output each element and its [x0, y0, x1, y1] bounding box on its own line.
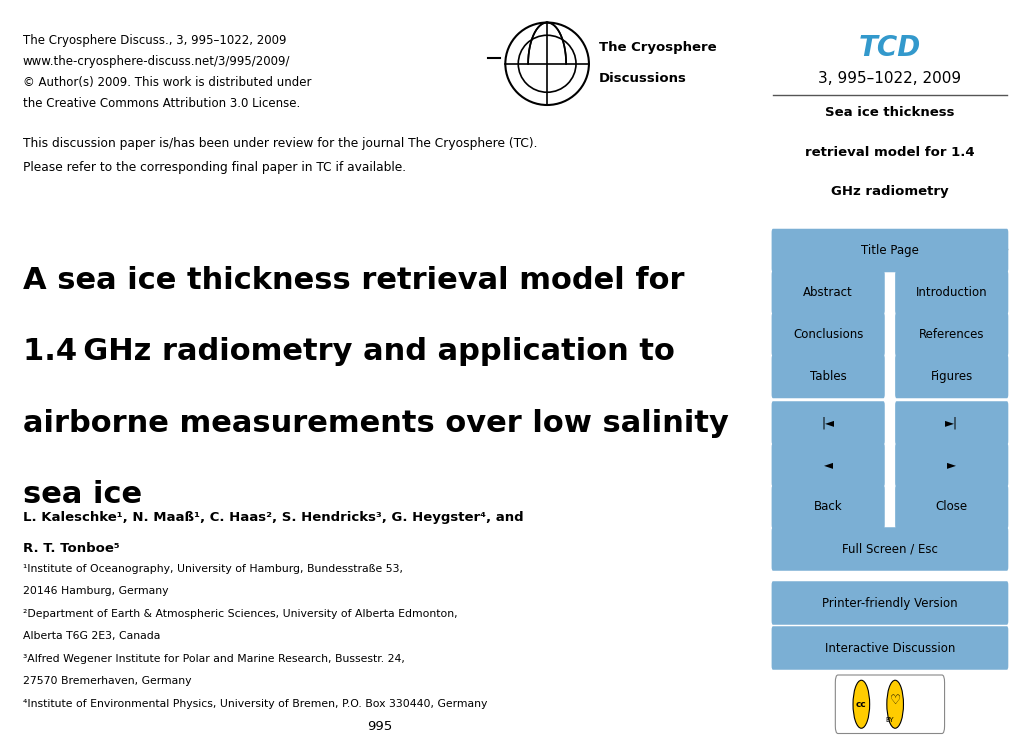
- FancyBboxPatch shape: [895, 271, 1008, 314]
- Text: A sea ice thickness retrieval model for: A sea ice thickness retrieval model for: [22, 266, 684, 296]
- FancyBboxPatch shape: [895, 355, 1008, 398]
- Text: Close: Close: [934, 500, 967, 514]
- Text: Discussions: Discussions: [598, 72, 686, 86]
- Text: L. Kaleschke¹, N. Maaß¹, C. Haas², S. Hendricks³, G. Heygster⁴, and: L. Kaleschke¹, N. Maaß¹, C. Haas², S. He…: [22, 512, 523, 524]
- Text: References: References: [918, 328, 983, 341]
- Text: The Cryosphere Discuss., 3, 995–1022, 2009: The Cryosphere Discuss., 3, 995–1022, 20…: [22, 34, 286, 46]
- Circle shape: [852, 680, 869, 728]
- FancyBboxPatch shape: [895, 313, 1008, 356]
- Text: ◄: ◄: [823, 458, 832, 472]
- Text: 20146 Hamburg, Germany: 20146 Hamburg, Germany: [22, 586, 168, 596]
- Text: The Cryosphere: The Cryosphere: [598, 40, 715, 54]
- FancyBboxPatch shape: [770, 581, 1008, 625]
- Text: Alberta T6G 2E3, Canada: Alberta T6G 2E3, Canada: [22, 632, 160, 641]
- Text: ²Department of Earth & Atmospheric Sciences, University of Alberta Edmonton,: ²Department of Earth & Atmospheric Scien…: [22, 609, 457, 619]
- FancyBboxPatch shape: [770, 485, 883, 529]
- Text: Back: Back: [813, 500, 842, 514]
- Text: Introduction: Introduction: [915, 286, 986, 299]
- Text: ⁴Institute of Environmental Physics, University of Bremen, P.O. Box 330440, Germ: ⁴Institute of Environmental Physics, Uni…: [22, 699, 487, 709]
- Text: R. T. Tonboe⁵: R. T. Tonboe⁵: [22, 542, 119, 554]
- Text: Please refer to the corresponding final paper in TC if available.: Please refer to the corresponding final …: [22, 160, 406, 173]
- Text: Full Screen / Esc: Full Screen / Esc: [842, 542, 936, 556]
- FancyBboxPatch shape: [895, 401, 1008, 445]
- Text: This discussion paper is/has been under review for the journal The Cryosphere (T: This discussion paper is/has been under …: [22, 136, 537, 149]
- Text: ►: ►: [947, 458, 955, 472]
- Text: Figures: Figures: [929, 370, 972, 383]
- Text: |◄: |◄: [821, 416, 834, 430]
- Text: © Author(s) 2009. This work is distributed under: © Author(s) 2009. This work is distribut…: [22, 76, 311, 88]
- Text: L. Kaleschke et al.: L. Kaleschke et al.: [828, 229, 950, 242]
- Text: 27570 Bremerhaven, Germany: 27570 Bremerhaven, Germany: [22, 676, 192, 686]
- Text: 995: 995: [367, 721, 392, 734]
- Text: Abstract: Abstract: [803, 286, 852, 299]
- Text: airborne measurements over low salinity: airborne measurements over low salinity: [22, 409, 728, 438]
- FancyBboxPatch shape: [895, 443, 1008, 487]
- Text: Interactive Discussion: Interactive Discussion: [824, 641, 954, 655]
- Text: www.the-cryosphere-discuss.net/3/995/2009/: www.the-cryosphere-discuss.net/3/995/200…: [22, 55, 290, 68]
- Text: BY: BY: [884, 717, 894, 723]
- Text: ¹Institute of Oceanography, University of Hamburg, Bundesstraße 53,: ¹Institute of Oceanography, University o…: [22, 564, 403, 574]
- Text: 1.4 GHz radiometry and application to: 1.4 GHz radiometry and application to: [22, 338, 674, 367]
- Text: cc: cc: [855, 700, 866, 709]
- Text: Printer-friendly Version: Printer-friendly Version: [821, 596, 957, 610]
- Text: GHz radiometry: GHz radiometry: [830, 184, 948, 197]
- Circle shape: [886, 680, 903, 728]
- Text: TCD: TCD: [858, 34, 920, 62]
- Text: sea ice: sea ice: [22, 480, 142, 509]
- FancyBboxPatch shape: [770, 401, 883, 445]
- FancyBboxPatch shape: [770, 443, 883, 487]
- FancyBboxPatch shape: [895, 485, 1008, 529]
- Text: ►|: ►|: [945, 416, 957, 430]
- FancyBboxPatch shape: [770, 626, 1008, 670]
- FancyBboxPatch shape: [770, 271, 883, 314]
- Text: Conclusions: Conclusions: [792, 328, 862, 341]
- Text: Tables: Tables: [809, 370, 846, 383]
- FancyBboxPatch shape: [770, 229, 1008, 272]
- Text: ³Alfred Wegener Institute for Polar and Marine Research, Bussestr. 24,: ³Alfred Wegener Institute for Polar and …: [22, 654, 405, 664]
- Text: Title Page: Title Page: [860, 244, 918, 257]
- Text: Sea ice thickness: Sea ice thickness: [824, 106, 954, 119]
- FancyBboxPatch shape: [770, 355, 883, 398]
- FancyBboxPatch shape: [770, 527, 1008, 571]
- FancyBboxPatch shape: [835, 675, 944, 734]
- Text: retrieval model for 1.4: retrieval model for 1.4: [804, 146, 974, 158]
- Text: 3, 995–1022, 2009: 3, 995–1022, 2009: [817, 71, 961, 86]
- FancyBboxPatch shape: [770, 313, 883, 356]
- Text: ♡: ♡: [889, 694, 900, 707]
- Text: the Creative Commons Attribution 3.0 License.: the Creative Commons Attribution 3.0 Lic…: [22, 97, 300, 109]
